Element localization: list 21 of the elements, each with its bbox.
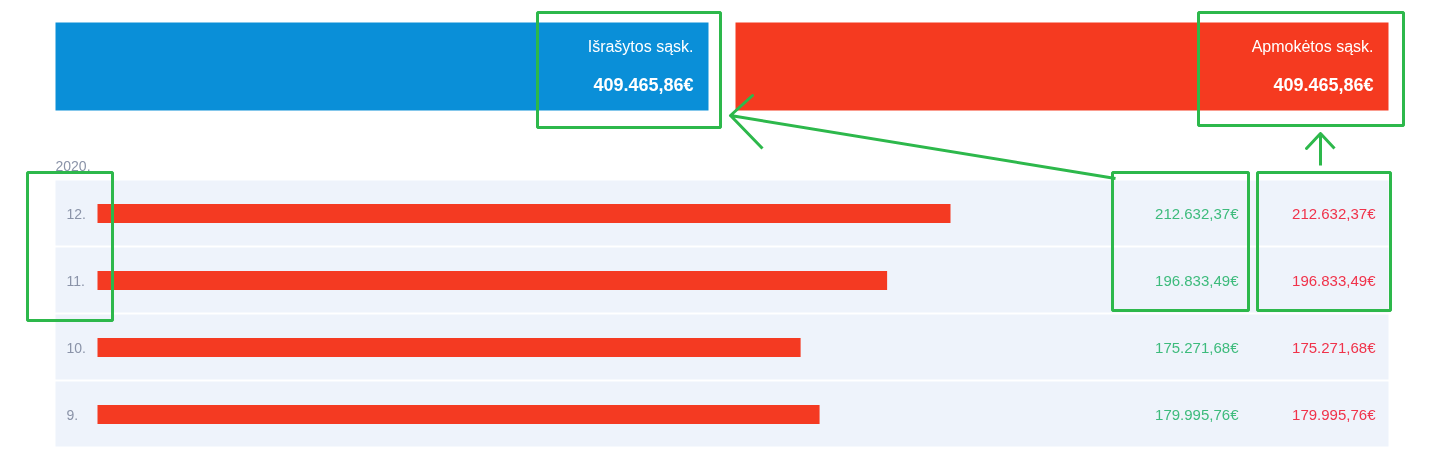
text: 2020.: [55, 157, 91, 174]
y-tick-label: 10.: [66, 339, 86, 356]
bar: [97, 338, 801, 357]
y-tick-label: 11.: [66, 272, 85, 289]
bar: [97, 204, 951, 223]
bar: [97, 405, 820, 424]
text: 175.271,68€: [1155, 339, 1240, 356]
text: 179.995,76€: [1155, 406, 1240, 423]
text: 409.465,86€: [1273, 74, 1374, 95]
text: Apmokėtos sąsk.: [1251, 38, 1374, 55]
y-tick-label: 9.: [66, 406, 79, 423]
data-label: 179.995,76€: [1292, 406, 1377, 423]
text: 409.465,86€: [593, 74, 694, 95]
bar: [97, 271, 888, 290]
text: 212.632,37€: [1155, 205, 1240, 222]
data-label: 175.271,68€: [1292, 339, 1377, 356]
y-tick-label: 12.: [66, 205, 86, 222]
text: Išrašytos sąsk.: [587, 38, 694, 55]
data-label: 196.833,49€: [1292, 272, 1377, 289]
text: 196.833,49€: [1155, 272, 1240, 289]
data-label: 212.632,37€: [1292, 205, 1377, 222]
